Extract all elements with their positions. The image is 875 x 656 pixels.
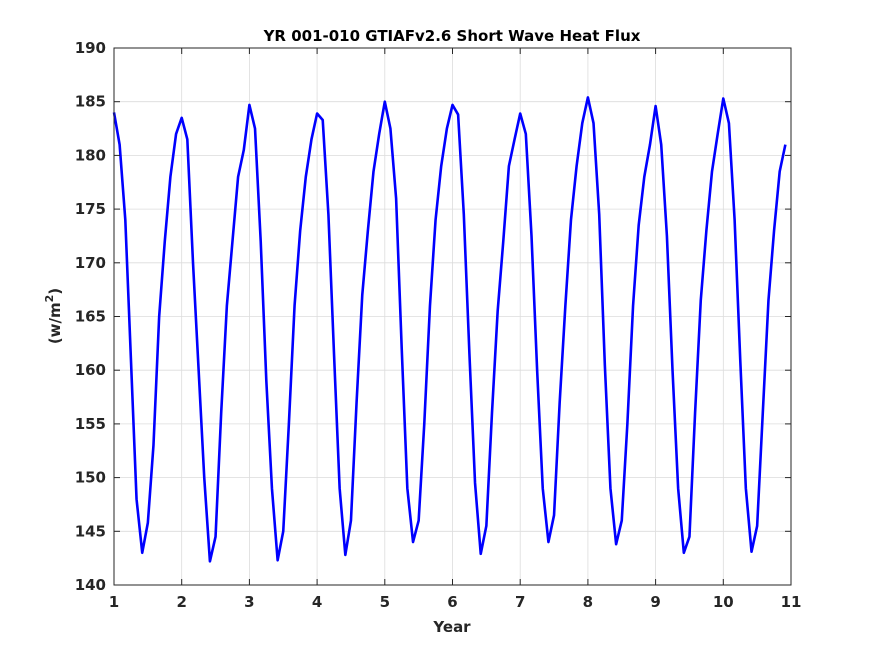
y-axis-label-close: ): [46, 288, 64, 295]
x-tick-label: 6: [447, 593, 457, 611]
x-tick-label: 11: [781, 593, 802, 611]
plot-area-frame: [113, 47, 792, 586]
x-tick-label: 5: [380, 593, 390, 611]
y-tick-label: 185: [75, 93, 106, 111]
y-tick-label: 190: [75, 39, 106, 57]
y-tick-label: 180: [75, 146, 106, 164]
x-tick-label: 4: [312, 593, 322, 611]
x-tick-label: 9: [650, 593, 660, 611]
y-tick-label: 140: [75, 576, 106, 594]
x-tick-label: 3: [244, 593, 254, 611]
y-axis-label-main: (w/m: [46, 302, 64, 344]
y-tick-label: 145: [75, 522, 106, 540]
y-tick-label: 170: [75, 254, 106, 272]
x-tick-label: 1: [109, 593, 119, 611]
y-tick-label: 160: [75, 361, 106, 379]
grid: [113, 47, 792, 586]
y-axis-label-superscript: 2: [43, 295, 56, 303]
series-line: [112, 96, 787, 563]
y-tick-label: 150: [75, 469, 106, 487]
chart-title: YR 001-010 GTIAFv2.6 Short Wave Heat Flu…: [263, 27, 641, 45]
y-tick-label: 155: [75, 415, 106, 433]
x-tick-label: 10: [713, 593, 734, 611]
x-tick-label: 2: [176, 593, 186, 611]
y-axis-label: (w/m2): [43, 288, 64, 344]
y-tick-label: 165: [75, 308, 106, 326]
x-tick-label: 7: [515, 593, 525, 611]
series-layer: [112, 96, 787, 563]
y-tick-label: 175: [75, 200, 106, 218]
x-tick-label: 8: [583, 593, 593, 611]
x-axis-label: Year: [432, 618, 471, 636]
